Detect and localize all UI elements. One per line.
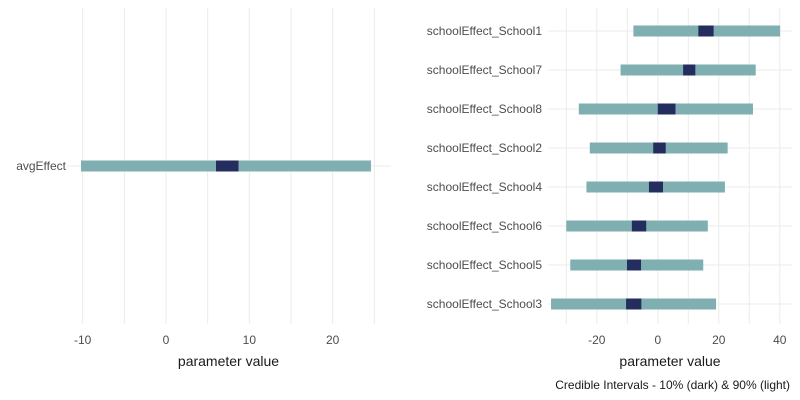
param-label: schoolEffect_School5 [427, 258, 543, 272]
right-panel: schoolEffect_School1 schoolEffect_School7… [427, 8, 792, 369]
x-axis-title: parameter value [619, 353, 720, 369]
caption: Credible Intervals - 10% (dark) & 90% (l… [555, 378, 790, 392]
param-label: schoolEffect_School4 [427, 180, 543, 194]
x-tick-label: -20 [588, 333, 606, 347]
interval-10-bar [626, 259, 642, 271]
interval-10-bar [698, 25, 714, 37]
param-label: schoolEffect_School8 [427, 102, 543, 116]
x-tick-label: 40 [773, 333, 787, 347]
interval-10-bar [626, 298, 642, 310]
x-tick-label: 0 [654, 333, 661, 347]
interval-10-bar [216, 160, 239, 172]
x-axis-title: parameter value [178, 353, 279, 369]
interval-10-bar [683, 64, 696, 76]
interval-10-bar [648, 181, 663, 193]
interval-10-bar [657, 103, 676, 115]
x-tick-label: 10 [243, 333, 257, 347]
param-label: schoolEffect_School6 [427, 219, 543, 233]
param-label: schoolEffect_School2 [427, 141, 543, 155]
left-panel: avgEffect -10 0 10 20 parameter value [16, 8, 391, 369]
param-label: schoolEffect_School3 [427, 297, 543, 311]
interval-10-bar [653, 142, 666, 154]
interval-10-bar [631, 220, 647, 232]
x-tick-label: 20 [326, 333, 340, 347]
param-label: schoolEffect_School7 [427, 63, 543, 77]
x-tick-label: 0 [163, 333, 170, 347]
param-label: avgEffect [16, 159, 66, 173]
x-tick-label: 20 [712, 333, 726, 347]
x-tick-label: -10 [74, 333, 92, 347]
param-label: schoolEffect_School1 [427, 24, 543, 38]
